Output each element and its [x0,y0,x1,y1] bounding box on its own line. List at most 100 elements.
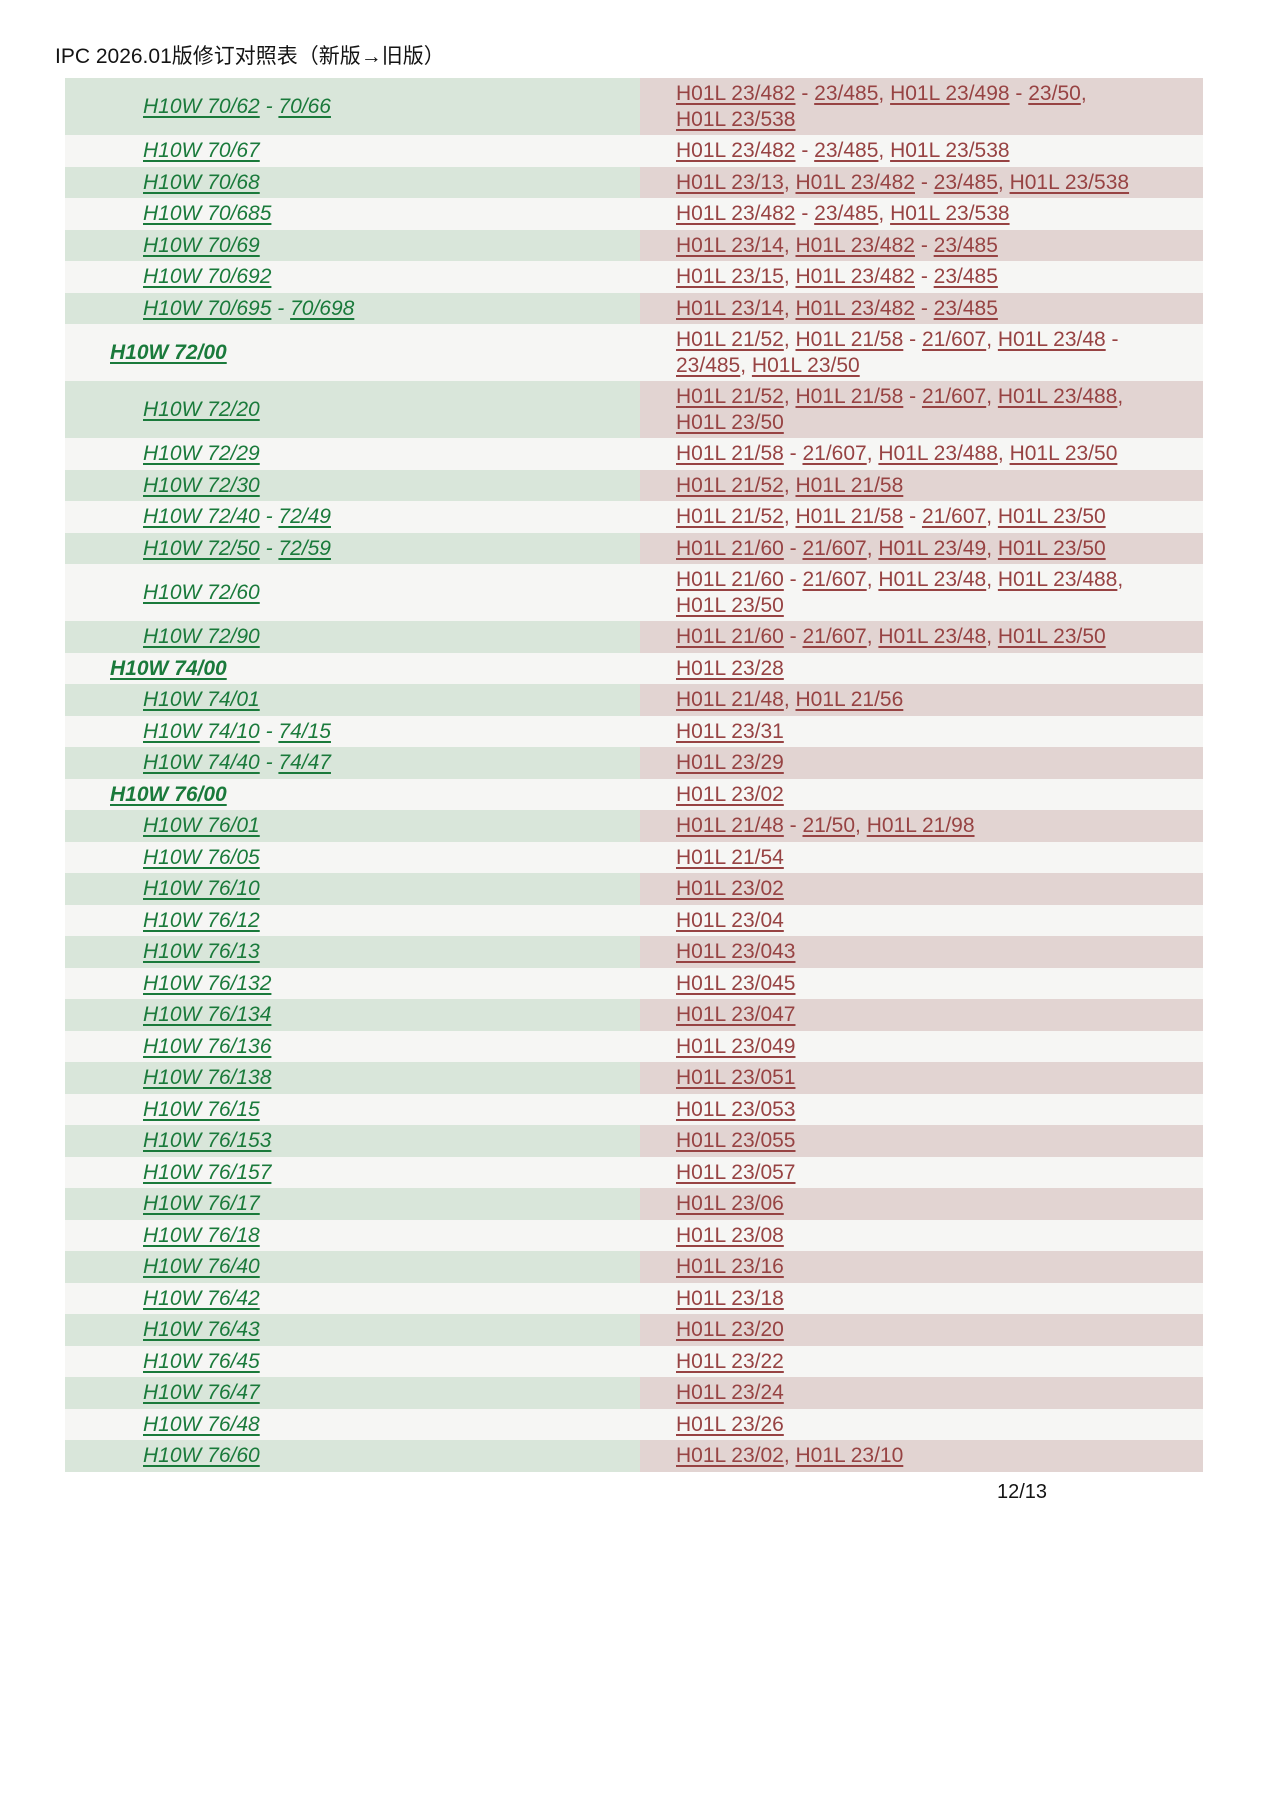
ipc-old-code-link[interactable]: H01L 23/482 [795,170,915,194]
ipc-old-code-link[interactable]: H01L 23/29 [676,751,784,774]
ipc-new-code-link[interactable]: H10W 72/50 [143,536,260,560]
ipc-old-code-link[interactable]: H01L 23/482 [676,202,796,225]
ipc-old-code-link[interactable]: 23/485 [814,82,879,105]
ipc-new-code-link[interactable]: 72/59 [278,536,331,560]
ipc-old-code-link[interactable]: 21/607 [802,536,867,560]
ipc-new-code-link[interactable]: H10W 76/43 [143,1318,260,1341]
ipc-old-code-link[interactable]: H01L 23/48 [878,625,987,648]
ipc-old-code-link[interactable]: H01L 23/482 [795,265,915,288]
ipc-new-code-link[interactable]: H10W 76/01 [143,814,260,837]
ipc-old-code-link[interactable]: H01L 21/52 [676,328,784,351]
ipc-old-code-link[interactable]: H01L 23/48 [878,568,987,591]
ipc-new-code-link[interactable]: H10W 76/05 [143,845,260,869]
ipc-old-code-link[interactable]: H01L 23/50 [997,625,1106,648]
ipc-new-code-link[interactable]: H10W 70/692 [143,265,272,288]
ipc-old-code-link[interactable]: 23/485 [933,170,998,194]
ipc-old-code-link[interactable]: H01L 23/50 [1009,442,1118,465]
ipc-old-code-link[interactable]: H01L 23/482 [795,233,915,257]
ipc-new-code-link[interactable]: H10W 76/42 [143,1286,260,1310]
ipc-old-code-link[interactable]: 23/485 [933,233,998,257]
ipc-old-code-link[interactable]: H01L 23/16 [676,1255,784,1278]
ipc-old-code-link[interactable]: H01L 21/60 [676,568,784,591]
ipc-new-code-link[interactable]: 74/47 [278,751,331,774]
ipc-new-code-link[interactable]: H10W 72/00 [110,340,227,364]
ipc-new-code-link[interactable]: H10W 74/01 [143,688,260,711]
ipc-new-code-link[interactable]: H10W 76/134 [143,1003,272,1026]
ipc-new-code-link[interactable]: H10W 72/29 [143,442,260,465]
ipc-new-code-link[interactable]: H10W 76/157 [143,1160,272,1184]
ipc-old-code-link[interactable]: H01L 21/98 [866,814,975,837]
ipc-old-code-link[interactable]: H01L 23/10 [795,1444,904,1467]
ipc-old-code-link[interactable]: H01L 23/02 [676,782,784,806]
ipc-old-code-link[interactable]: 21/607 [921,505,987,528]
ipc-new-code-link[interactable]: H10W 76/10 [143,877,260,900]
ipc-old-code-link[interactable]: H01L 21/54 [676,845,784,869]
ipc-new-code-link[interactable]: H10W 76/00 [110,782,227,806]
ipc-old-code-link[interactable]: H01L 23/055 [676,1129,796,1152]
ipc-old-code-link[interactable]: H01L 23/057 [676,1160,796,1184]
ipc-old-code-link[interactable]: 23/485 [676,353,741,377]
ipc-old-code-link[interactable]: H01L 23/538 [676,107,796,131]
ipc-new-code-link[interactable]: H10W 76/45 [143,1349,260,1373]
ipc-new-code-link[interactable]: H10W 74/00 [110,656,227,680]
ipc-old-code-link[interactable]: H01L 23/24 [676,1381,784,1404]
ipc-old-code-link[interactable]: 23/50 [1028,82,1081,105]
ipc-new-code-link[interactable]: H10W 70/69 [143,233,260,257]
ipc-new-code-link[interactable]: 72/49 [278,505,331,528]
ipc-old-code-link[interactable]: H01L 23/02 [676,1444,784,1467]
ipc-old-code-link[interactable]: H01L 23/26 [676,1412,784,1436]
ipc-old-code-link[interactable]: H01L 21/60 [676,625,784,648]
ipc-old-code-link[interactable]: H01L 23/482 [676,82,796,105]
ipc-old-code-link[interactable]: H01L 23/50 [997,505,1106,528]
ipc-new-code-link[interactable]: H10W 76/138 [143,1066,272,1089]
ipc-old-code-link[interactable]: H01L 23/14 [676,296,784,320]
ipc-new-code-link[interactable]: H10W 72/20 [143,397,260,421]
ipc-new-code-link[interactable]: H10W 76/13 [143,940,260,963]
ipc-old-code-link[interactable]: H01L 23/08 [676,1223,784,1247]
ipc-new-code-link[interactable]: H10W 76/12 [143,908,260,932]
ipc-old-code-link[interactable]: H01L 23/15 [676,265,784,288]
ipc-old-code-link[interactable]: H01L 23/047 [676,1003,796,1026]
ipc-old-code-link[interactable]: H01L 21/52 [676,385,784,408]
ipc-old-code-link[interactable]: H01L 23/50 [676,410,784,434]
ipc-old-code-link[interactable]: H01L 21/52 [676,473,784,497]
ipc-old-code-link[interactable]: 23/485 [933,265,998,288]
ipc-old-code-link[interactable]: H01L 23/04 [676,908,784,932]
ipc-old-code-link[interactable]: H01L 23/14 [676,233,784,257]
ipc-old-code-link[interactable]: H01L 21/52 [676,505,784,528]
ipc-old-code-link[interactable]: H01L 23/043 [676,940,796,963]
ipc-old-code-link[interactable]: H01L 21/60 [676,536,784,560]
ipc-old-code-link[interactable]: H01L 23/22 [676,1349,784,1373]
ipc-old-code-link[interactable]: 21/607 [802,442,867,465]
ipc-new-code-link[interactable]: H10W 74/40 [143,751,260,774]
ipc-old-code-link[interactable]: H01L 23/498 [890,82,1010,105]
ipc-old-code-link[interactable]: H01L 21/48 [676,688,784,711]
ipc-old-code-link[interactable]: H01L 23/538 [890,202,1010,225]
ipc-old-code-link[interactable]: H01L 23/48 [997,328,1106,351]
ipc-old-code-link[interactable]: H01L 23/482 [676,139,796,162]
ipc-old-code-link[interactable]: H01L 23/50 [751,353,860,377]
ipc-old-code-link[interactable]: H01L 21/48 [676,814,784,837]
ipc-new-code-link[interactable]: H10W 76/47 [143,1381,260,1404]
ipc-old-code-link[interactable]: 21/607 [921,385,987,408]
ipc-old-code-link[interactable]: 21/607 [802,625,867,648]
ipc-new-code-link[interactable]: H10W 70/68 [143,170,260,194]
ipc-old-code-link[interactable]: H01L 23/488 [878,442,998,465]
ipc-old-code-link[interactable]: H01L 23/049 [676,1034,796,1058]
ipc-new-code-link[interactable]: H10W 76/132 [143,971,272,995]
ipc-new-code-link[interactable]: H10W 70/685 [143,202,272,225]
ipc-new-code-link[interactable]: H10W 72/90 [143,625,260,648]
ipc-old-code-link[interactable]: H01L 23/20 [676,1318,784,1341]
ipc-new-code-link[interactable]: H10W 76/136 [143,1034,272,1058]
ipc-old-code-link[interactable]: H01L 21/58 [795,385,904,408]
ipc-new-code-link[interactable]: H10W 76/40 [143,1255,260,1278]
ipc-old-code-link[interactable]: H01L 23/538 [1009,170,1130,194]
ipc-new-code-link[interactable]: H10W 76/153 [143,1129,272,1152]
ipc-old-code-link[interactable]: H01L 21/58 [795,473,904,497]
ipc-new-code-link[interactable]: H10W 76/15 [143,1097,260,1121]
ipc-old-code-link[interactable]: H01L 23/50 [997,536,1106,560]
ipc-old-code-link[interactable]: H01L 21/58 [795,505,904,528]
ipc-old-code-link[interactable]: H01L 21/58 [795,328,904,351]
ipc-old-code-link[interactable]: H01L 23/49 [878,536,987,560]
ipc-old-code-link[interactable]: H01L 23/18 [676,1286,784,1310]
